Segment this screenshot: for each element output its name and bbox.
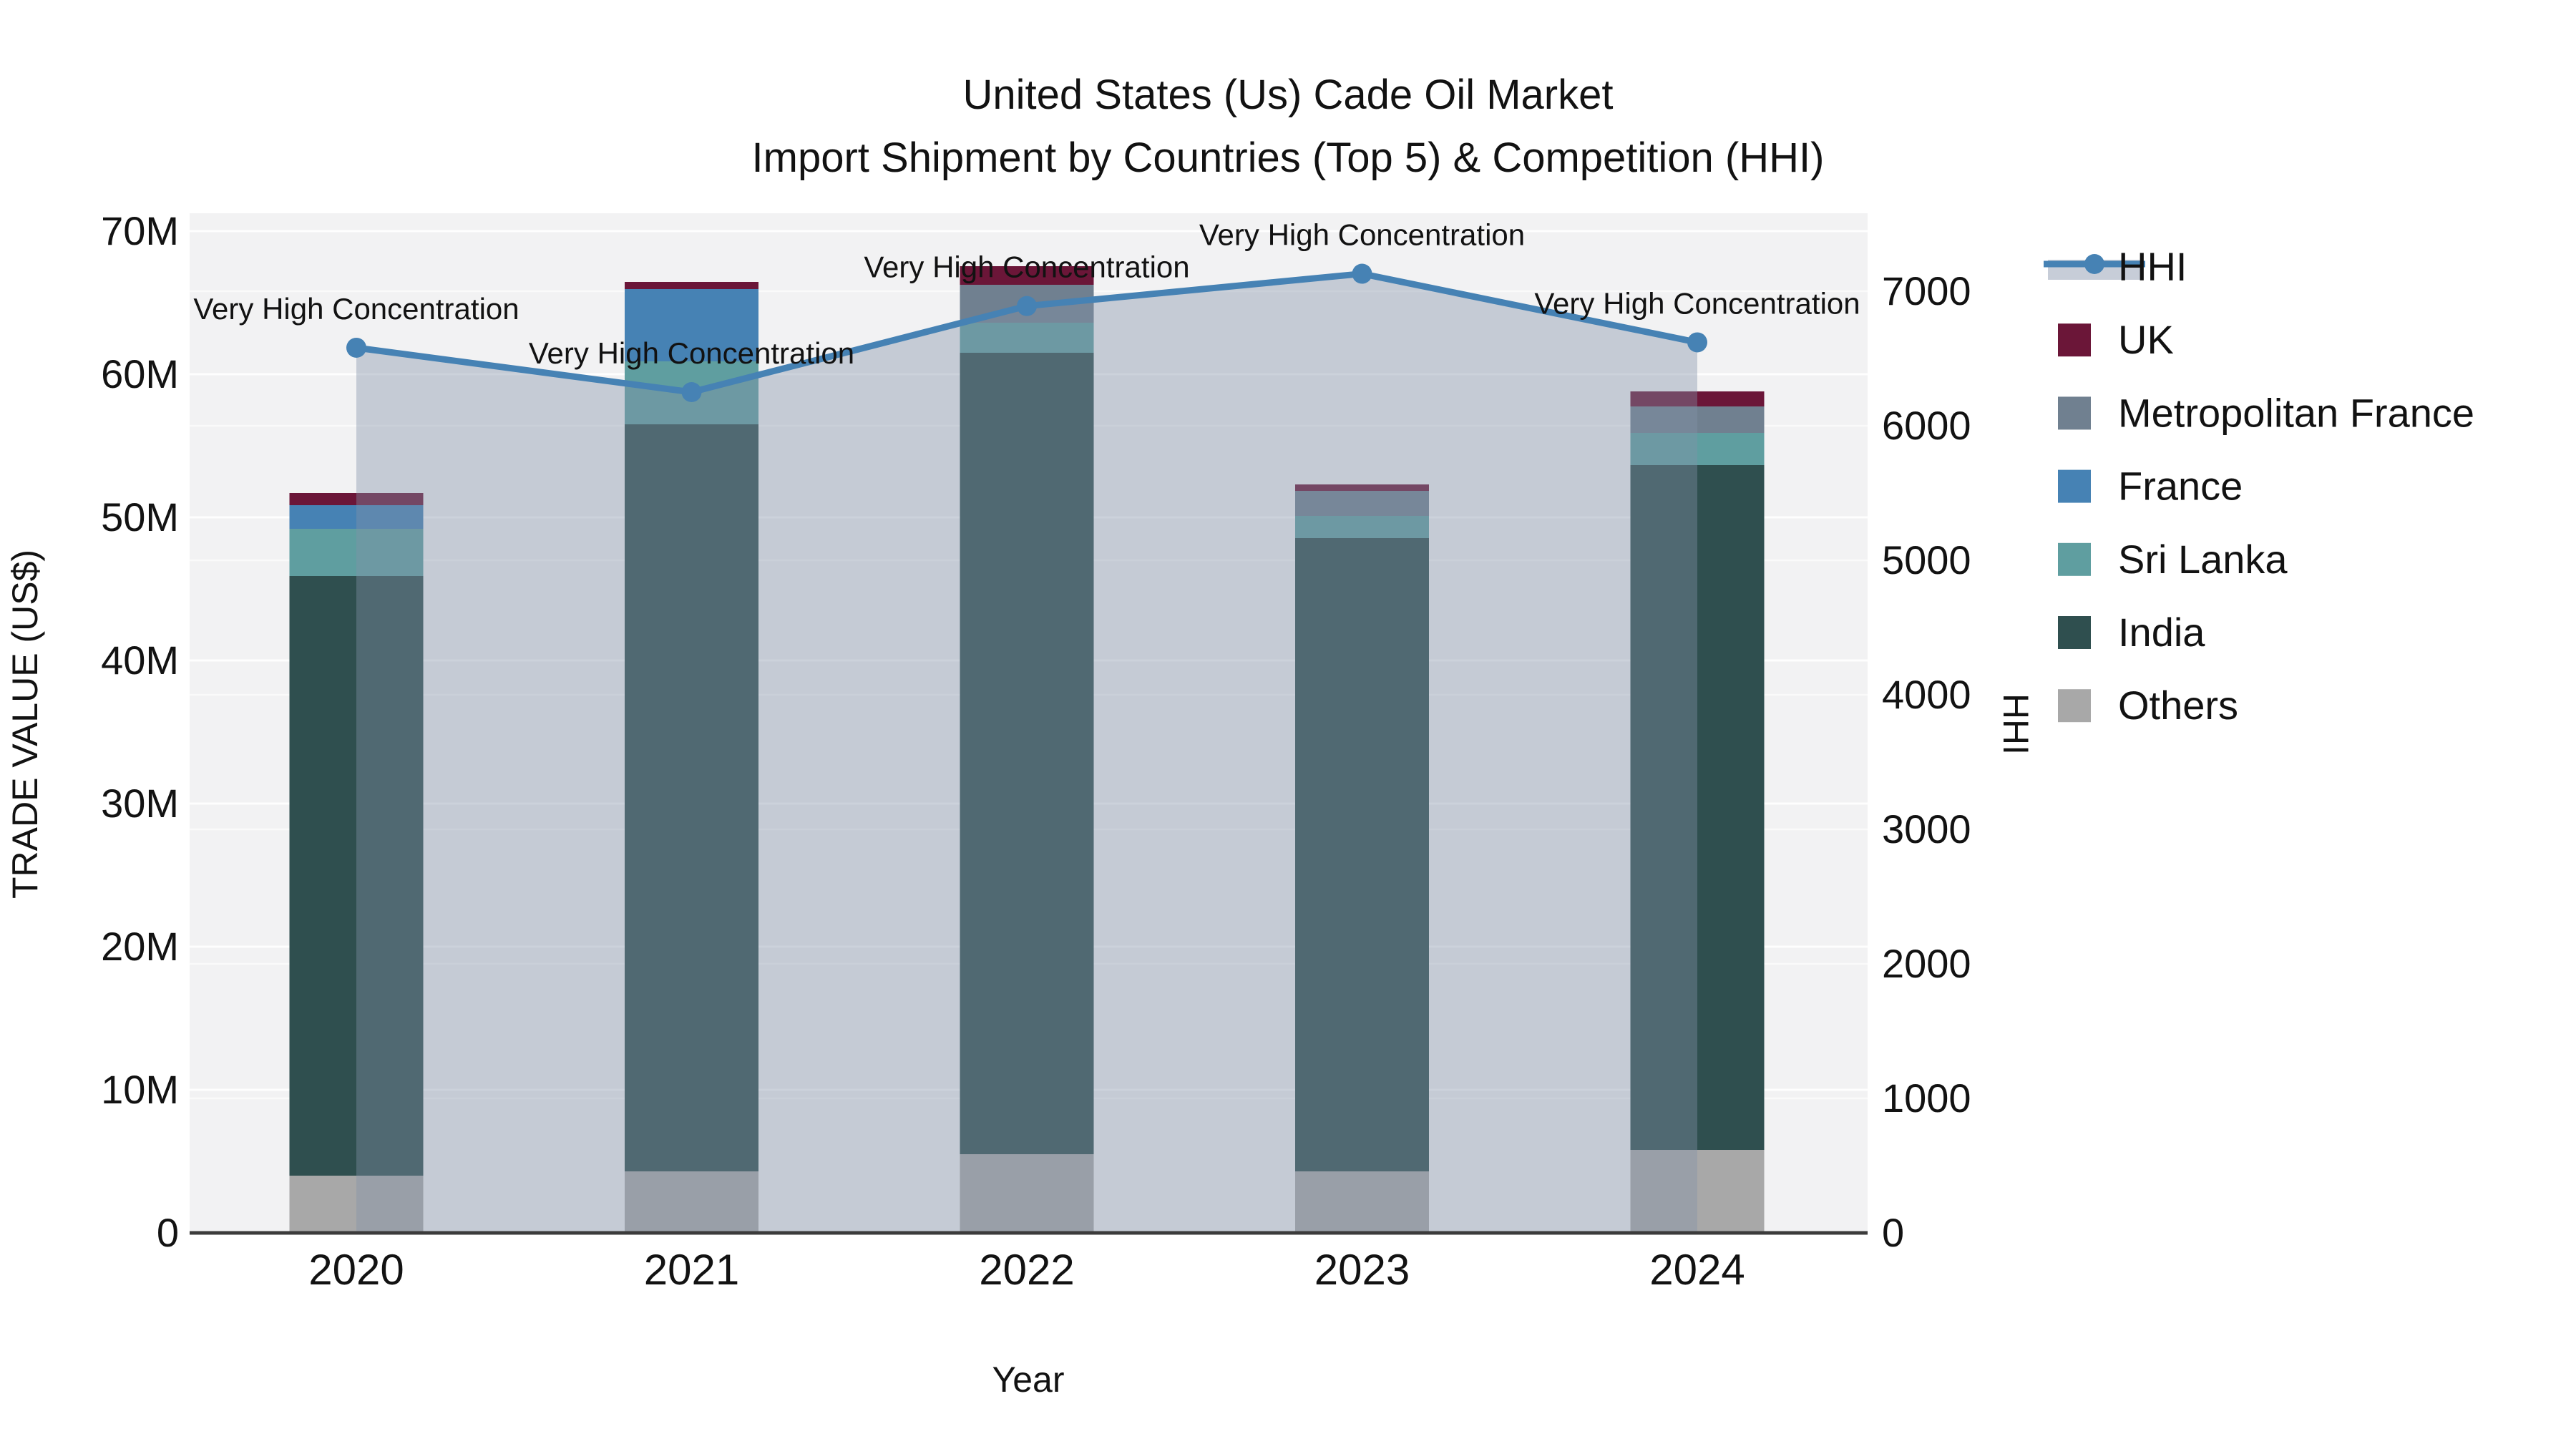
legend-label-sri-lanka: Sri Lanka bbox=[2118, 537, 2288, 582]
annotation-2021: Very High Concentration bbox=[529, 336, 854, 370]
legend-swatch-sri-lanka bbox=[2058, 542, 2091, 576]
legend-swatch-others bbox=[2058, 689, 2091, 723]
left-tick-40M: 40M bbox=[101, 638, 179, 683]
legend-item-india[interactable]: India bbox=[2058, 610, 2205, 655]
bar-segment-uk-2020[interactable] bbox=[289, 493, 424, 505]
hhi-area-band-layer bbox=[356, 273, 1697, 1233]
legend-label-india: India bbox=[2118, 610, 2205, 655]
hhi-line-layer bbox=[346, 263, 1707, 402]
bar-segment-sri-lanka-2023[interactable] bbox=[1295, 516, 1429, 538]
left-tick-10M: 10M bbox=[101, 1067, 179, 1112]
stacked-bars-layer bbox=[289, 266, 1765, 1233]
left-tick-60M: 60M bbox=[101, 351, 179, 396]
hhi-point-2020[interactable] bbox=[346, 337, 366, 358]
annotation-2022: Very High Concentration bbox=[864, 250, 1189, 284]
legend-swatch-india bbox=[2058, 616, 2091, 649]
right-tick-0: 0 bbox=[1882, 1210, 1904, 1255]
x-tick-2023: 2023 bbox=[1314, 1246, 1410, 1294]
annotation-layer: Very High Concentration Very High Concent… bbox=[193, 218, 1860, 370]
annotation-2020: Very High Concentration bbox=[193, 292, 519, 326]
x-tick-2024: 2024 bbox=[1649, 1246, 1745, 1294]
x-tick-2022: 2022 bbox=[979, 1246, 1074, 1294]
legend-label-hhi: HHI bbox=[2118, 244, 2187, 289]
bar-segment-metropolitan-france-2023[interactable] bbox=[1295, 491, 1429, 516]
y-axis-label-left: TRADE VALUE (US$) bbox=[5, 550, 45, 899]
legend-label-others: Others bbox=[2118, 683, 2238, 728]
hhi-point-2023[interactable] bbox=[1352, 263, 1372, 284]
bar-segment-india-2022[interactable] bbox=[960, 353, 1094, 1154]
hhi-point-2022[interactable] bbox=[1017, 296, 1037, 316]
x-tick-2020: 2020 bbox=[308, 1246, 404, 1294]
right-tick-3000: 3000 bbox=[1882, 806, 1971, 852]
bar-segment-others-2022[interactable] bbox=[960, 1154, 1094, 1233]
legend-item-hhi[interactable]: HHI bbox=[2044, 244, 2187, 289]
tick-label-layer: 0 10M 20M 30M 40M 50M 60M 70M 0 1000 2000 3000 4000 5… bbox=[101, 208, 1971, 1294]
bar-segment-sri-lanka-2020[interactable] bbox=[289, 529, 424, 576]
legend-label-metropolitan-france: Metropolitan France bbox=[2118, 390, 2474, 435]
left-tick-50M: 50M bbox=[101, 494, 179, 540]
legend-item-uk[interactable]: UK bbox=[2058, 317, 2174, 362]
right-tick-4000: 4000 bbox=[1882, 672, 1971, 717]
bar-segment-india-2020[interactable] bbox=[289, 576, 424, 1176]
annotation-2024: Very High Concentration bbox=[1534, 286, 1860, 320]
bar-segment-metropolitan-france-2024[interactable] bbox=[1630, 406, 1765, 433]
bar-segment-france-2021[interactable] bbox=[625, 289, 758, 361]
right-tick-5000: 5000 bbox=[1882, 537, 1971, 582]
right-tick-6000: 6000 bbox=[1882, 403, 1971, 448]
x-axis-label: Year bbox=[992, 1360, 1064, 1400]
legend-label-uk: UK bbox=[2118, 317, 2174, 362]
right-tick-2000: 2000 bbox=[1882, 941, 1971, 986]
legend-item-others[interactable]: Others bbox=[2058, 683, 2238, 728]
hhi-area-band bbox=[356, 273, 1697, 1233]
left-tick-70M: 70M bbox=[101, 208, 179, 253]
legend-item-sri-lanka[interactable]: Sri Lanka bbox=[2058, 537, 2288, 582]
bar-segment-india-2021[interactable] bbox=[625, 424, 758, 1171]
legend-item-france[interactable]: France bbox=[2058, 464, 2243, 509]
bar-segment-uk-2022[interactable] bbox=[960, 266, 1094, 285]
bar-segment-uk-2023[interactable] bbox=[1295, 484, 1429, 491]
y-axis-label-right: HHI bbox=[1996, 693, 2036, 755]
right-tick-1000: 1000 bbox=[1882, 1075, 1971, 1121]
legend-label-france: France bbox=[2118, 464, 2243, 509]
annotation-2023: Very High Concentration bbox=[1199, 218, 1525, 252]
bar-segment-uk-2024[interactable] bbox=[1630, 391, 1765, 406]
legend-item-metropolitan-france[interactable]: Metropolitan France bbox=[2058, 390, 2474, 435]
bar-segment-others-2024[interactable] bbox=[1630, 1150, 1765, 1233]
legend-swatch-uk bbox=[2058, 323, 2091, 357]
legend-swatch-france bbox=[2058, 469, 2091, 503]
left-tick-30M: 30M bbox=[101, 781, 179, 826]
chart-title-line2: Import Shipment by Countries (Top 5) & C… bbox=[752, 135, 1825, 181]
bar-segment-india-2023[interactable] bbox=[1295, 538, 1429, 1171]
legend-layer: HHI UK Metropolitan France France Sri Lanka I… bbox=[2044, 244, 2474, 728]
bar-segment-sri-lanka-2024[interactable] bbox=[1630, 433, 1765, 465]
bar-segment-others-2021[interactable] bbox=[625, 1171, 758, 1233]
bar-segment-france-2020[interactable] bbox=[289, 505, 424, 529]
bar-segment-uk-2021[interactable] bbox=[625, 282, 758, 289]
legend-swatch-metropolitan-france bbox=[2058, 396, 2091, 430]
hhi-point-2021[interactable] bbox=[681, 382, 702, 402]
left-tick-0: 0 bbox=[157, 1210, 179, 1255]
bar-segment-india-2024[interactable] bbox=[1630, 465, 1765, 1150]
bar-segment-others-2023[interactable] bbox=[1295, 1171, 1429, 1233]
bar-segment-sri-lanka-2022[interactable] bbox=[960, 323, 1094, 353]
left-tick-20M: 20M bbox=[101, 924, 179, 969]
bar-segment-others-2020[interactable] bbox=[289, 1176, 424, 1233]
hhi-point-2024[interactable] bbox=[1687, 332, 1707, 353]
legend-hhi-marker-icon bbox=[2084, 254, 2104, 274]
right-tick-7000: 7000 bbox=[1882, 268, 1971, 313]
x-tick-2021: 2021 bbox=[644, 1246, 739, 1294]
chart-title-line1: United States (Us) Cade Oil Market bbox=[963, 72, 1614, 118]
